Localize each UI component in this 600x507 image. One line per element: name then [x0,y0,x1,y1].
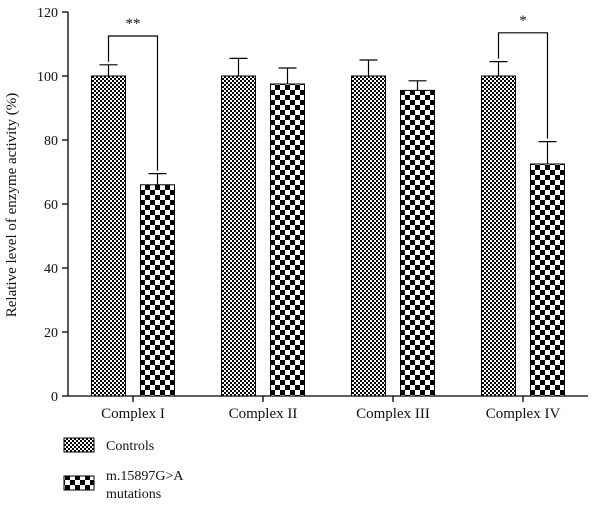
bar [221,75,256,397]
y-tick-label: 100 [37,70,58,85]
bar-group [91,57,565,397]
bar [91,75,126,397]
x-tick-label: Complex I [101,406,165,422]
bar [351,75,386,397]
x-tick-label: Complex II [229,406,298,422]
bar [140,184,175,397]
bar [481,75,516,397]
y-tick-label: 80 [44,134,58,149]
x-tick-label: Complex III [356,406,430,422]
y-axis-title: Relative level of enzyme activity (%) [4,93,20,318]
y-tick-label: 20 [44,326,58,341]
significance-label: * [519,13,527,29]
bar [270,83,305,397]
significance-label: ** [126,16,141,32]
y-tick-label: 60 [44,198,58,213]
bar [400,89,435,397]
y-tick-label: 0 [51,390,58,405]
significance-annotations: ** * [107,13,549,171]
legend-label: m.15897G>A mutations [106,469,184,502]
legend-swatch [63,437,95,453]
x-axis: Complex I Complex II Complex III Complex IV [68,395,588,422]
y-tick-label: 120 [37,6,58,21]
significance-bracket [107,35,159,171]
legend-label: Controls [106,439,154,454]
legend: Controls m.15897G>A mutations [63,437,184,502]
y-tick-label: 40 [44,262,58,277]
legend-swatch [63,475,95,491]
y-axis: 0 20 40 60 80 100 120 [37,6,69,405]
significance-bracket [497,32,549,139]
bar [530,163,565,397]
x-tick-label: Complex IV [486,406,561,422]
